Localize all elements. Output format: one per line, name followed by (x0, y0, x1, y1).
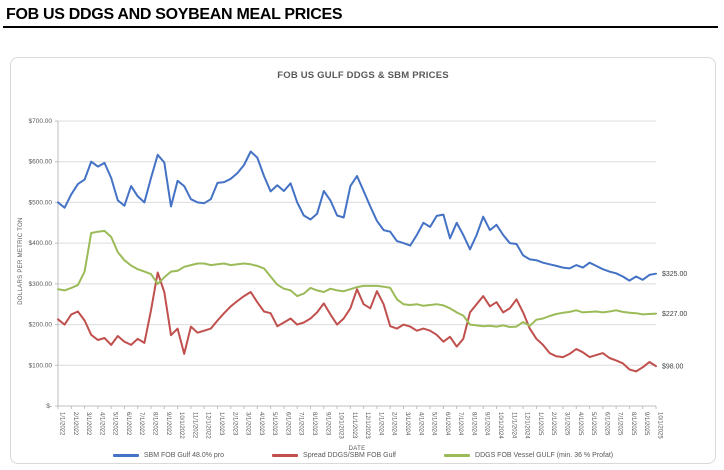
x-tick-label: 3/1/2023 (245, 412, 251, 436)
header-rule (3, 26, 718, 28)
x-tick-label: 2/1/2023 (231, 412, 237, 436)
report-header: FOB US DDGS AND SOYBEAN MEAL PRICES (6, 6, 718, 24)
price-chart[interactable]: $700.00 $600.00 $500.00 $400.00 $300.00 $200.… (11, 58, 717, 465)
x-tick-label: 2/1/2022 (72, 412, 78, 436)
ddgs-line-marker-icon (444, 454, 471, 457)
x-tick-label: 1/1/2025 (537, 412, 543, 436)
x-tick-label: 1/1/2024 (377, 412, 383, 436)
x-tick-label: 5/1/2025 (590, 412, 596, 436)
x-tick-label: 9/1/2022 (165, 412, 171, 436)
y-tick-label: $700.00 (29, 118, 53, 125)
x-tick-label: 8/1/2025 (630, 412, 636, 436)
x-tick-label: 12/1/2024 (524, 412, 530, 439)
legend-item-spread[interactable]: Spread DDGS/SBM FOB Gulf (272, 452, 396, 459)
x-tick-label: 9/1/2023 (324, 412, 330, 436)
x-tick-label: 1/1/2022 (59, 412, 65, 436)
x-tick-label: 5/1/2022 (112, 412, 118, 436)
x-tick-label: 10/1/2023 (338, 412, 344, 439)
legend-label-ddgs: DDGS FOB Vessel GULF (min. 36 % Profat) (475, 452, 614, 459)
x-tick-label: 10/1/2022 (178, 412, 184, 439)
page-title: FOB US DDGS AND SOYBEAN MEAL PRICES (6, 6, 343, 23)
x-tick-label: 3/1/2025 (563, 412, 569, 436)
series-end-label: $227.00 (662, 311, 687, 318)
x-tick-label: 6/1/2023 (284, 412, 290, 436)
x-tick-label: 4/1/2022 (98, 412, 104, 436)
y-tick-label: $400.00 (29, 240, 53, 247)
y-tick-label: $- (46, 403, 52, 410)
legend-label-spread: Spread DDGS/SBM FOB Gulf (303, 452, 397, 459)
x-tick-label: 5/1/2023 (271, 412, 277, 436)
chart-legend: SBM FOB Gulf 48.0% pro Spread DDGS/SBM F… (11, 452, 715, 459)
x-tick-label: 10/1/2024 (497, 412, 503, 439)
x-tick-label: 2/1/2025 (550, 412, 556, 436)
x-tick-label: 10/1/2025 (657, 412, 663, 439)
x-tick-label: 7/1/2025 (617, 412, 623, 436)
x-axis-title: DATE (348, 446, 366, 452)
x-tick-label: 12/1/2022 (205, 412, 211, 439)
x-tick-label: 4/1/2024 (417, 412, 423, 436)
y-tick-label: $300.00 (29, 281, 53, 288)
x-tick-label: 7/1/2024 (457, 412, 463, 436)
x-tick-label: 6/1/2024 (444, 412, 450, 436)
y-tick-label: $500.00 (29, 199, 53, 206)
x-tick-label: 8/1/2022 (152, 412, 158, 436)
series-end-label: $325.00 (662, 271, 687, 278)
legend-label-sbm: SBM FOB Gulf 48.0% pro (143, 452, 225, 459)
x-tick-label: 9/1/2025 (643, 412, 649, 436)
series-line (57, 150, 657, 282)
y-tick-label: $200.00 (29, 322, 53, 329)
x-tick-label: 7/1/2023 (298, 412, 304, 436)
legend-item-sbm[interactable]: SBM FOB Gulf 48.0% pro (112, 452, 225, 459)
x-tick-label: 2/1/2024 (391, 412, 397, 436)
x-tick-label: 4/1/2023 (258, 412, 264, 436)
series-line (57, 271, 657, 373)
x-tick-label: 5/1/2024 (431, 412, 437, 436)
spread-line-marker-icon (272, 454, 299, 457)
series-end-label: $98.00 (662, 364, 684, 371)
x-tick-label: 6/1/2022 (125, 412, 131, 436)
x-tick-label: 3/1/2022 (85, 412, 91, 436)
sbm-line-marker-icon (112, 454, 139, 457)
y-tick-label: $600.00 (29, 159, 53, 166)
x-tick-label: 6/1/2025 (603, 412, 609, 436)
x-tick-label: 8/1/2023 (311, 412, 317, 436)
x-tick-label: 9/1/2024 (484, 412, 490, 436)
x-tick-label: 12/1/2023 (364, 412, 370, 439)
y-tick-label: $100.00 (29, 362, 53, 369)
x-tick-label: 3/1/2024 (404, 412, 410, 436)
x-tick-label: 11/1/2024 (510, 412, 516, 439)
x-tick-label: 11/1/2023 (351, 412, 357, 439)
chart-container[interactable]: FOB US GULF DDGS & SBM PRICES DOLLARS PE… (10, 57, 716, 464)
x-tick-label: 11/1/2022 (191, 412, 197, 439)
series-line (57, 229, 657, 328)
chart-title: FOB US GULF DDGS & SBM PRICES (277, 70, 449, 81)
x-tick-label: 8/1/2024 (470, 412, 476, 436)
legend-item-ddgs[interactable]: DDGS FOB Vessel GULF (min. 36 % Profat) (444, 452, 613, 459)
x-tick-label: 7/1/2022 (138, 412, 144, 436)
x-tick-label: 1/1/2023 (218, 412, 224, 436)
x-tick-label: 4/1/2025 (577, 412, 583, 436)
